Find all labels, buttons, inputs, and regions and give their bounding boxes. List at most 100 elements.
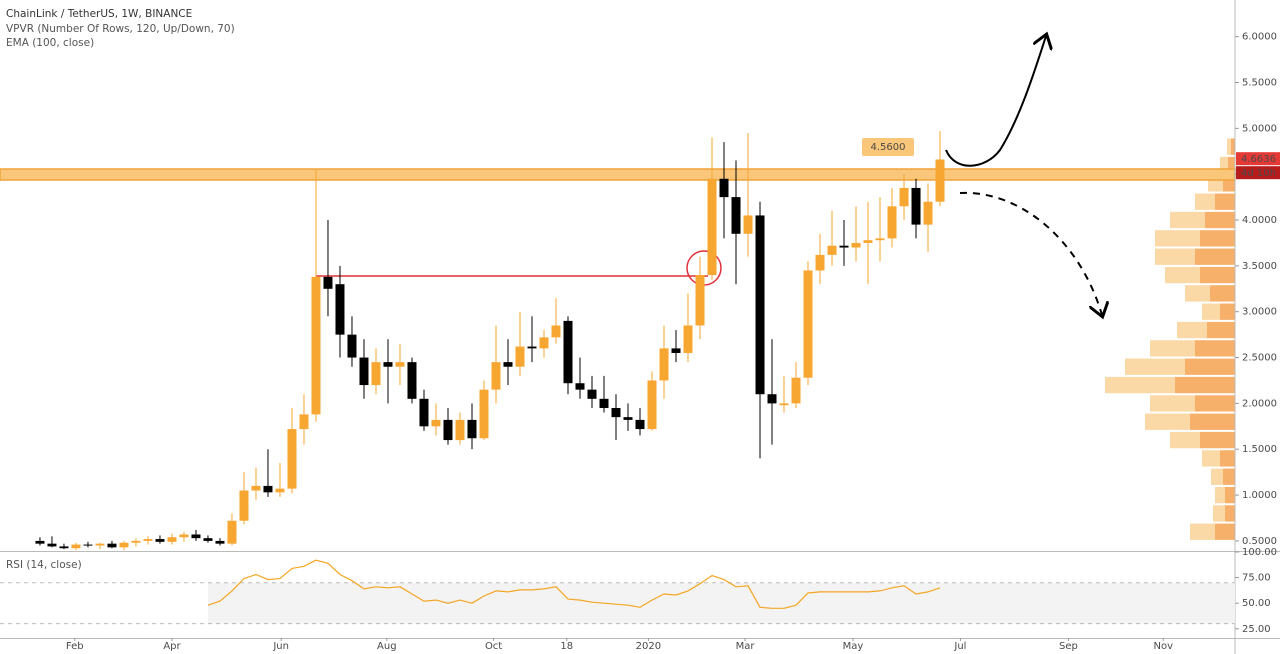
- volume-up: [1170, 211, 1205, 229]
- volume-down: [1200, 266, 1235, 284]
- candle-body: [299, 414, 309, 430]
- candle-body: [311, 276, 321, 415]
- volume-down: [1195, 395, 1235, 412]
- annotation-label: 4.5600: [871, 142, 906, 153]
- candle-body: [227, 520, 237, 544]
- candle-body: [35, 540, 45, 544]
- volume-up: [1190, 523, 1215, 540]
- candle-body: [191, 534, 201, 539]
- resistance-zone: [0, 168, 1236, 181]
- candle-body: [623, 417, 633, 420]
- annotation-box: [862, 138, 914, 156]
- volume-up: [1227, 138, 1231, 155]
- volume-down: [1195, 248, 1235, 265]
- y-tick-label: 6.0000: [1242, 32, 1277, 43]
- volume-up: [1215, 486, 1225, 504]
- candle-body: [467, 419, 477, 439]
- candle-body: [899, 187, 909, 207]
- indicator-label: RSI (14, close): [6, 559, 82, 571]
- x-tick-label: May: [843, 641, 864, 652]
- y-tick-label: 75.00: [1242, 573, 1271, 584]
- y-tick-label: 50.00: [1242, 598, 1271, 609]
- candle-body: [887, 206, 897, 239]
- countdown-label: 4d 10h: [1241, 168, 1276, 179]
- candle-body: [719, 178, 729, 198]
- volume-down: [1200, 431, 1235, 449]
- candle-body: [587, 389, 597, 399]
- x-tick-label: Mar: [736, 641, 756, 652]
- candle-body: [551, 325, 561, 338]
- candles: [35, 131, 945, 551]
- candle-body: [815, 254, 825, 271]
- rsi-pane: [0, 559, 1235, 625]
- candle-body: [755, 215, 765, 395]
- candle-body: [119, 542, 129, 548]
- candle-body: [767, 394, 777, 404]
- volume-down: [1228, 156, 1235, 174]
- candle-body: [95, 543, 105, 546]
- candle-body: [407, 362, 417, 399]
- volume-up: [1177, 321, 1207, 339]
- volume-down: [1215, 523, 1235, 540]
- candle-body: [179, 534, 189, 538]
- candle-body: [167, 537, 177, 542]
- rsi-line: [207, 559, 941, 609]
- volume-up: [1165, 266, 1200, 284]
- volume-down: [1220, 303, 1235, 320]
- bullish-arrow: [945, 36, 1046, 167]
- candle-body: [695, 275, 705, 326]
- y-tick-label: 2.5000: [1242, 353, 1277, 364]
- y-tick-label: 5.0000: [1242, 123, 1277, 134]
- candle-body: [911, 187, 921, 225]
- x-tick-label: Aug: [377, 641, 397, 652]
- candle-body: [743, 215, 753, 234]
- candle-body: [659, 348, 669, 381]
- volume-up: [1202, 450, 1220, 467]
- candle-body: [143, 539, 153, 541]
- volume-down: [1225, 505, 1235, 522]
- candle-body: [371, 362, 381, 386]
- candle-body: [671, 348, 681, 353]
- candle-body: [599, 398, 609, 408]
- candle-body: [59, 546, 69, 549]
- volume-up: [1150, 340, 1195, 357]
- candle-body: [263, 485, 273, 493]
- volume-up: [1145, 413, 1190, 430]
- last-price-label: 4.6636: [1241, 154, 1276, 165]
- candle-body: [83, 544, 93, 546]
- candle-body: [107, 543, 117, 548]
- x-tick-label: Feb: [66, 641, 84, 652]
- candle-body: [419, 398, 429, 427]
- candle-body: [731, 197, 741, 234]
- candle-body: [827, 245, 837, 255]
- candle-body: [395, 362, 405, 367]
- x-tick-label: 2020: [636, 641, 661, 652]
- x-tick-label: Nov: [1153, 641, 1173, 652]
- candle-body: [323, 276, 333, 289]
- candle-body: [875, 238, 885, 241]
- volume-down: [1195, 340, 1235, 357]
- candle-body: [683, 325, 693, 353]
- volume-down: [1205, 211, 1235, 229]
- candle-body: [131, 540, 141, 543]
- candle-body: [923, 201, 933, 225]
- candle-body: [515, 346, 525, 367]
- candle-body: [203, 538, 213, 541]
- candle-body: [851, 242, 861, 248]
- candle-body: [491, 362, 501, 390]
- candle-body: [539, 337, 549, 349]
- y-tick-label: 4.0000: [1242, 215, 1277, 226]
- volume-down: [1215, 193, 1235, 210]
- y-tick-label: 25.00: [1242, 624, 1271, 635]
- candle-body: [239, 490, 249, 521]
- volume-up: [1211, 468, 1223, 485]
- axes: 0.5000 1.0000 1.5000 2.0000 2.5000 3.0000 3.50…: [66, 32, 1280, 652]
- volume-up: [1195, 193, 1215, 210]
- candle-body: [839, 245, 849, 248]
- candle-body: [611, 407, 621, 418]
- y-tick-label: 1.5000: [1242, 444, 1277, 455]
- candle-body: [359, 357, 369, 386]
- candle-body: [707, 178, 717, 276]
- candle-body: [251, 485, 261, 491]
